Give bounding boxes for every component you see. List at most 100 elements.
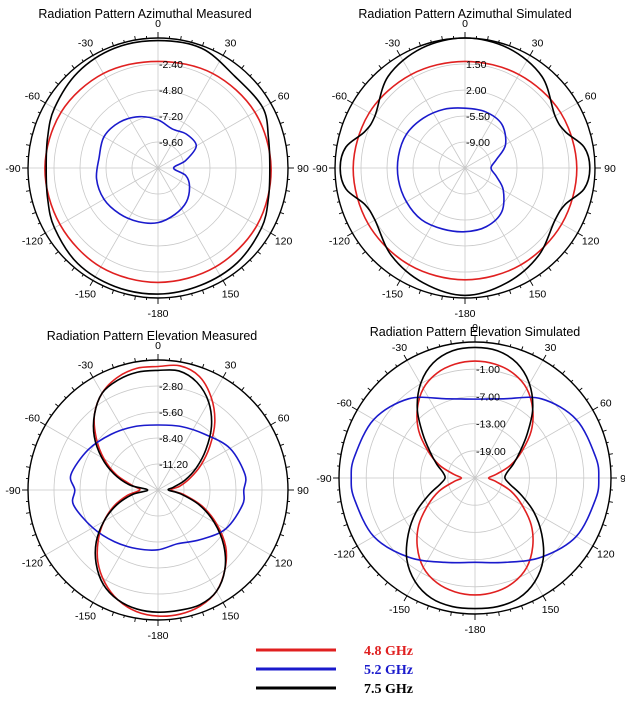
boundary-tick: [337, 453, 342, 455]
series-4-8ghz-curve: [44, 60, 272, 284]
boundary-tick: [338, 212, 343, 215]
boundary-tick: [592, 545, 599, 550]
boundary-tick: [63, 259, 67, 263]
boundary-tick: [362, 251, 366, 255]
radial-tick-label: -5.50: [466, 111, 490, 123]
boundary-tick: [356, 242, 359, 245]
boundary-tick: [498, 611, 500, 616]
series-5-2ghz-curve: [95, 115, 198, 225]
boundary-tick: [180, 617, 182, 623]
boundary-tick: [344, 222, 348, 225]
boundary-tick: [542, 354, 547, 361]
grid-spoke: [92, 167, 159, 281]
grid-spoke: [352, 102, 466, 169]
tick-label-90: 90: [297, 163, 309, 175]
boundary-tick: [275, 433, 279, 436]
boundary-tick: [562, 370, 566, 375]
boundary-tick: [571, 91, 574, 94]
boundary-tick: [25, 144, 31, 146]
tick-label-150: 150: [542, 604, 560, 616]
grid-spoke: [399, 167, 466, 281]
boundary-tick: [346, 232, 353, 237]
series-7-5ghz-curve: [405, 346, 545, 610]
boundary-tick: [81, 381, 84, 384]
boundary-tick: [285, 144, 291, 146]
boundary-tick: [418, 290, 421, 295]
boundary-tick: [416, 352, 418, 355]
boundary-tick: [180, 295, 182, 301]
boundary-tick: [418, 41, 421, 46]
boundary-tick: [384, 370, 388, 375]
boundary-tick: [29, 455, 33, 457]
tick-label-neg120: -120: [22, 236, 43, 248]
boundary-tick: [31, 534, 36, 537]
boundary-tick: [134, 295, 136, 301]
boundary-tick: [63, 395, 67, 399]
boundary-tick: [370, 73, 374, 77]
boundary-tick: [123, 615, 125, 619]
tick-label-150: 150: [222, 611, 240, 623]
boundary-tick: [257, 403, 261, 407]
boundary-tick: [332, 144, 338, 146]
boundary-tick: [111, 363, 114, 368]
boundary-tick: [257, 251, 261, 255]
boundary-tick: [606, 512, 609, 515]
tick-label-180: -180: [147, 630, 168, 642]
boundary-tick: [202, 290, 205, 295]
boundary-tick: [71, 267, 75, 271]
boundary-tick: [356, 91, 359, 94]
tick-label-neg150: -150: [75, 289, 96, 301]
grid-spoke: [464, 167, 531, 281]
boundary-tick: [285, 512, 291, 514]
plot-title: Radiation Pattern Elevation Measured: [47, 329, 258, 343]
tick-label-120: 120: [275, 236, 293, 248]
boundary-tick: [89, 602, 94, 609]
boundary-tick: [351, 545, 358, 550]
tick-label-30: 30: [545, 342, 557, 354]
tick-label-neg60: -60: [25, 91, 40, 103]
boundary-tick: [336, 201, 340, 203]
boundary-tick: [344, 111, 348, 114]
boundary-tick: [571, 242, 574, 245]
boundary-tick: [376, 573, 380, 577]
boundary-tick: [222, 280, 227, 287]
grid-spoke: [45, 489, 159, 556]
boundary-tick: [25, 190, 31, 192]
tick-label-60: 60: [585, 91, 597, 103]
boundary-tick: [39, 99, 46, 104]
tick-label-neg30: -30: [392, 342, 407, 354]
boundary-tick: [25, 512, 31, 514]
boundary-tick: [498, 39, 500, 43]
radial-tick-label: -13.00: [476, 419, 506, 431]
boundary-tick: [249, 259, 253, 263]
boundary-tick: [577, 99, 584, 104]
boundary-tick: [134, 617, 136, 623]
series-5-2ghz-curve: [350, 396, 600, 564]
boundary-tick: [55, 573, 59, 577]
boundary-tick: [564, 251, 568, 255]
grid-spoke: [45, 167, 159, 234]
polar-plots: Radiation Pattern Azimuthal Measured0306…: [5, 7, 625, 642]
radial-tick-label: 1.50: [466, 59, 487, 71]
tick-label-0: 0: [472, 322, 478, 334]
boundary-tick: [89, 280, 94, 287]
grid-spoke: [157, 489, 224, 603]
boundary-tick: [341, 512, 344, 515]
tick-label-0: 0: [462, 18, 468, 30]
boundary-tick: [49, 564, 52, 567]
series-7-5ghz-curve: [339, 37, 591, 297]
boundary-tick: [241, 387, 245, 391]
boundary-tick: [498, 293, 500, 297]
legend-label-7-5ghz: 7.5 GHz: [364, 682, 413, 697]
boundary-tick: [587, 212, 592, 215]
boundary-tick: [586, 398, 589, 401]
boundary-tick: [280, 534, 285, 537]
boundary-tick: [608, 501, 613, 503]
boundary-tick: [29, 133, 33, 135]
tick-label-60: 60: [600, 398, 612, 410]
boundary-tick: [378, 267, 382, 271]
boundary-tick: [280, 212, 285, 215]
tick-label-30: 30: [225, 37, 237, 49]
boundary-tick: [556, 73, 560, 77]
